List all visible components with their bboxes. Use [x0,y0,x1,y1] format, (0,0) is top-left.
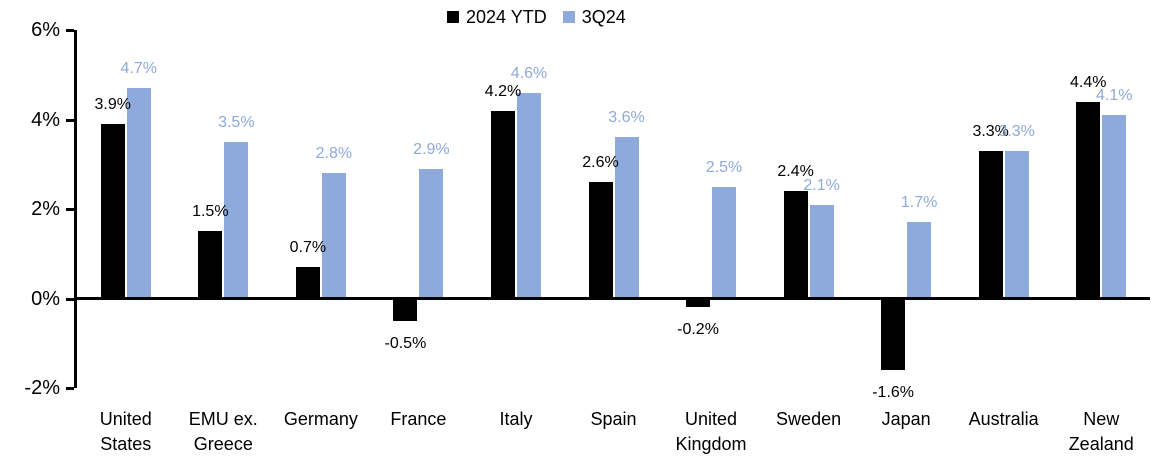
value-label-3q24-japan: 1.7% [900,194,938,212]
bar-3q24-new-zealand [1102,115,1127,299]
category-label-emu-ex-greece: EMU ex. Greece [188,409,258,454]
bar-2024-ytd-sweden [783,191,808,299]
legend-label-3q24: 3Q24 [581,7,626,27]
value-label-2024-ytd-australia: 3.3% [972,122,1009,140]
legend-item-2024-ytd: 2024 YTD [447,6,547,28]
category-label-united-states: United States [99,409,152,454]
bar-3q24-emu-ex-greece [224,141,249,299]
value-label-2024-ytd-sweden: 2.4% [777,163,814,181]
category-label-new-zealand: New Zealand [1068,409,1134,454]
value-label-3q24-united-kingdom: 2.5% [705,158,743,176]
category-label-australia: Australia [968,409,1039,429]
y-tick-label: 0% [31,287,60,310]
bar-3q24-united-kingdom [712,186,737,299]
category-label-sweden: Sweden [776,409,842,429]
y-axis-tick [66,118,74,122]
y-axis-tick [66,387,74,390]
value-label-3q24-united-states: 4.7% [120,60,157,78]
bar-3q24-united-states [126,88,151,299]
value-label-3q24-sweden: 2.1% [803,176,840,194]
y-axis-line [74,30,77,388]
value-label-3q24-new-zealand: 4.1% [1095,87,1133,105]
value-label-3q24-france: 2.9% [413,140,450,158]
bar-2024-ytd-spain [588,182,613,299]
value-label-3q24-spain: 3.6% [608,109,645,127]
value-label-3q24-emu-ex-greece: 3.5% [218,113,255,131]
bar-2024-ytd-united-kingdom [686,298,711,308]
y-axis-tick [66,208,74,211]
y-tick-label: 6% [31,19,60,41]
bar-2024-ytd-france [393,298,418,321]
category-label-germany: Germany [283,409,358,429]
category-label-spain: Spain [590,409,637,429]
bar-3q24-japan [907,222,932,299]
bar-3q24-germany [321,173,346,299]
y-axis-tick [66,297,74,301]
legend-swatch-2024-ytd [447,11,459,23]
bar-2024-ytd-new-zealand [1076,101,1101,299]
bar-2024-ytd-australia [978,150,1003,299]
value-label-2024-ytd-spain: 2.6% [582,154,619,172]
bar-2024-ytd-italy [490,110,515,299]
y-axis-tick [66,29,74,32]
value-label-2024-ytd-new-zealand: 4.4% [1069,73,1107,91]
bar-3q24-italy [516,92,541,299]
bar-3q24-australia [1004,150,1029,299]
y-tick-label: -2% [24,377,60,399]
value-label-2024-ytd-italy: 4.2% [484,82,522,100]
value-label-2024-ytd-germany: 0.7% [289,239,327,257]
value-label-3q24-italy: 4.6% [510,64,548,82]
value-label-3q24-germany: 2.8% [315,145,353,163]
bar-2024-ytd-japan [881,298,906,371]
bar-2024-ytd-emu-ex-greece [198,231,223,299]
legend-swatch-3q24 [562,11,575,23]
value-label-2024-ytd-japan: -1.6% [872,384,915,402]
legend: 2024 YTD 3Q24 [447,6,626,28]
value-label-3q24-australia: 3.3% [998,122,1035,140]
y-tick-label: 4% [31,108,60,131]
bar-3q24-spain [614,137,639,299]
value-label-2024-ytd-united-kingdom: -0.2% [677,321,719,339]
category-label-italy: Italy [499,409,533,429]
x-axis-baseline [74,297,1150,300]
category-label-united-kingdom: United Kingdom [675,409,747,454]
value-label-2024-ytd-france: -0.5% [384,334,427,352]
legend-item-3q24: 3Q24 [562,6,626,28]
value-label-2024-ytd-united-states: 3.9% [94,95,131,113]
bar-2024-ytd-germany [295,267,320,299]
category-label-france: France [390,409,447,429]
bar-2024-ytd-united-states [100,123,125,299]
value-label-2024-ytd-emu-ex-greece: 1.5% [192,203,229,221]
y-tick-label: 2% [31,198,60,220]
category-label-japan: Japan [881,409,931,429]
legend-label-2024-ytd: 2024 YTD [466,7,547,27]
bar-3q24-sweden [809,204,834,299]
bar-3q24-france [419,168,444,299]
